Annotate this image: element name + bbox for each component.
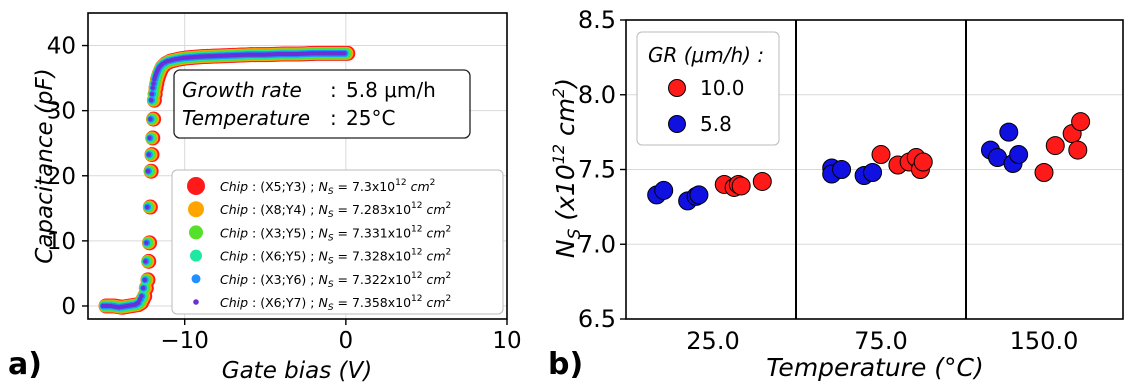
panel-b-data-point: [1009, 145, 1029, 165]
panel-a-data-point: [149, 91, 155, 97]
panel-a-chart: −10 0 10 0 10 20 30 40 Growth rate : 5.8 μm/h T…: [8, 12, 522, 384]
legend-box: [171, 169, 504, 315]
panel-b-series-1: [647, 122, 1029, 211]
panel-b-ticks: 6.5 7.0 7.5 8.0 8.5 25.0 75.0 150.0: [578, 6, 1079, 355]
panel-a-y-tick-label: 40: [47, 34, 76, 60]
panel-a-data-point: [146, 152, 151, 157]
panel-a-data-point: [147, 135, 152, 141]
panel-a-data-point: [342, 51, 347, 56]
panel-b-data-point: [863, 162, 883, 182]
panel-b-data-point: [689, 185, 709, 205]
panel-b-y-tick-label: 7.5: [578, 156, 616, 184]
panel-b-y-tick-label: 8.0: [578, 81, 616, 109]
legend-entry: Chip : (X5;Y3) ; NS = 7.3x1012 cm2: [187, 177, 435, 197]
panel-a-label: a): [8, 347, 42, 382]
annotation-growth-label: Growth rate: [182, 78, 302, 102]
panel-a-data-point: [151, 81, 156, 86]
panel-a-data-point: [142, 277, 147, 283]
panel-a-x-tick-label: 10: [492, 328, 521, 354]
legend-marker: [187, 177, 205, 195]
legend-marker: [191, 274, 201, 284]
panel-a-data-point: [144, 240, 149, 246]
panel-a-ticks: −10 0 10 0 10 20 30 40: [47, 34, 522, 354]
annotation-temperature-value: 25°C: [346, 106, 395, 130]
panel-a-data-point: [143, 259, 148, 264]
legend-label-gr-10: 10.0: [700, 76, 745, 100]
panel-a-data-point: [144, 204, 150, 210]
panel-b-legend-title: GR (μm/h) :: [648, 43, 764, 67]
panel-b-y-axis-label: NS (x1012 cm2): [549, 78, 585, 258]
panel-b-data-point: [752, 171, 772, 191]
legend-marker-gr-5-8: [668, 115, 686, 133]
legend-label: Chip : (X3;Y6) ; NS = 7.322x1012 cm2: [220, 271, 451, 290]
panel-a-x-tick-label: −10: [160, 328, 209, 354]
legend-label: Chip : (X6;Y5) ; NS = 7.328x1012 cm2: [220, 248, 451, 267]
panel-a-y-tick-label: 0: [61, 294, 76, 320]
panel-b-y-tick-label: 7.0: [578, 230, 616, 258]
panel-b-y-tick-label: 8.5: [578, 6, 616, 34]
panel-b-data-point: [1034, 162, 1054, 182]
legend-label-gr-5-8: 5.8: [700, 112, 732, 136]
panel-a-data-point: [136, 300, 141, 305]
panel-a-y-axis-label: Capacitance (pF): [32, 68, 58, 263]
annotation-colon-2: :: [330, 106, 337, 130]
panel-a-points: [98, 45, 356, 315]
panel-a-data-point: [148, 116, 153, 122]
panel-b-data-point: [654, 180, 674, 200]
panel-a-data-point: [150, 85, 155, 91]
annotation-box: [173, 69, 471, 139]
panel-b-y-tick-label: 6.5: [578, 305, 616, 333]
panel-b-data-point: [999, 122, 1019, 142]
annotation-growth-value: 5.8 μm/h: [346, 78, 436, 102]
annotation-temperature-label: Temperature: [182, 106, 310, 130]
legend-marker: [193, 299, 199, 305]
panel-a-x-tick-label: 0: [339, 328, 354, 354]
legend-marker: [190, 249, 202, 262]
annotation-colon-1: :: [330, 78, 337, 102]
panel-a-series-5: [100, 51, 347, 310]
panel-a-y-tick-label: 20: [47, 164, 76, 190]
legend-label: Chip : (X8;Y4) ; NS = 7.283x1012 cm2: [220, 201, 451, 220]
panel-b-chart: 6.5 7.0 7.5 8.0 8.5 25.0 75.0 150.0 GR (μm/h) :…: [548, 6, 1124, 382]
legend-entry: Chip : (X6;Y5) ; NS = 7.328x1012 cm2: [190, 248, 451, 267]
panel-b-data-point: [871, 145, 891, 165]
panel-a-data-point: [137, 297, 143, 302]
legend-marker-gr-10: [668, 79, 686, 97]
panel-a-data-point: [139, 294, 144, 299]
panel-a-x-axis-label: Gate bias (V): [222, 358, 372, 384]
panel-b-data-point: [832, 160, 852, 179]
svg-text:NS (x1012 cm2): NS (x1012 cm2): [549, 78, 585, 258]
panel-a-data-point: [145, 169, 151, 174]
legend-marker: [188, 201, 204, 218]
panel-a-y-tick-label: 30: [47, 99, 76, 125]
legend-marker: [189, 225, 203, 240]
panel-b-label: b): [548, 347, 583, 382]
panel-b-data-point: [913, 152, 933, 172]
panel-b-x-axis-label: Temperature (°C): [766, 353, 983, 382]
panel-b-legend: GR (μm/h) : 10.0 5.8: [636, 31, 780, 146]
panel-a-data-point: [140, 285, 146, 291]
legend-entry: Chip : (X8;Y4) ; NS = 7.283x1012 cm2: [188, 201, 451, 220]
panel-b-series-0: [714, 112, 1091, 197]
legend-entry: Chip : (X3;Y6) ; NS = 7.322x1012 cm2: [191, 271, 451, 290]
panel-b-x-tick-label: 150.0: [1010, 327, 1079, 355]
legend-label: Chip : (X6;Y7) ; NS = 7.358x1012 cm2: [220, 294, 451, 313]
panel-b-x-tick-label: 25.0: [686, 327, 739, 355]
panel-a-legend: Chip : (X5;Y3) ; NS = 7.3x1012 cm2 Chip :…: [171, 169, 504, 315]
panel-b-data-point: [1045, 136, 1065, 156]
panel-a-data-point: [148, 98, 154, 103]
panel-b-data-point: [1068, 140, 1088, 160]
panel-a-y-tick-label: 10: [47, 229, 76, 255]
panel-a-axes-frame: [87, 12, 508, 320]
panel-b-points: [647, 112, 1091, 211]
legend-label: Chip : (X3;Y5) ; NS = 7.331x1012 cm2: [220, 224, 451, 243]
legend-entry: Chip : (X6;Y7) ; NS = 7.358x1012 cm2: [193, 294, 451, 313]
legend-entry: Chip : (X3;Y5) ; NS = 7.331x1012 cm2: [189, 224, 451, 243]
panel-b-x-tick-label: 75.0: [854, 327, 907, 355]
legend-label: Chip : (X5;Y3) ; NS = 7.3x1012 cm2: [220, 178, 435, 197]
panel-b-data-point: [731, 176, 751, 196]
panel-a-annotation: Growth rate : 5.8 μm/h Temperature : 25°…: [173, 69, 471, 139]
panel-b-data-point: [1071, 112, 1091, 132]
